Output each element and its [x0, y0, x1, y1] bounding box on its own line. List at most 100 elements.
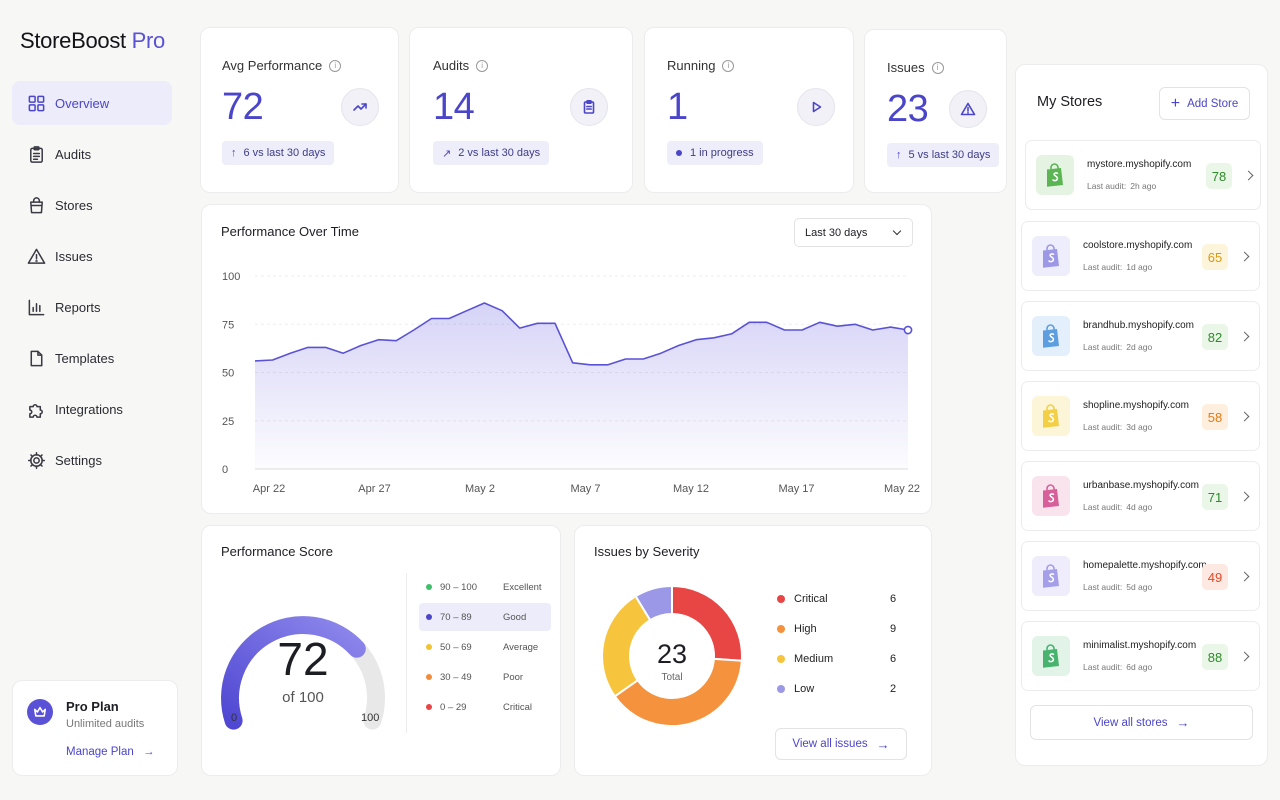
store-item[interactable]: homepalette.myshopify.com Last audit: 5d …	[1021, 541, 1260, 611]
last-audit-time: 2h ago	[1130, 181, 1157, 191]
legend-dot	[777, 685, 785, 693]
store-domain: brandhub.myshopify.com	[1083, 320, 1194, 331]
bar-chart-icon	[26, 297, 46, 317]
y-tick-label: 25	[222, 416, 234, 428]
sidebar-item-audits[interactable]: Audits	[12, 132, 172, 176]
legend-label: Excellent	[503, 581, 542, 593]
sidebar-item-label: Reports	[55, 299, 101, 315]
legend-dot	[426, 704, 432, 710]
app-logo[interactable]: StoreBoost Pro	[20, 28, 165, 54]
store-domain: shopline.myshopify.com	[1083, 400, 1189, 411]
last-audit-time: 6d ago	[1126, 662, 1153, 672]
view-all-stores-label: View all stores	[1093, 716, 1168, 729]
sidebar-item-reports[interactable]: Reports	[12, 285, 172, 329]
kpi-value: 23	[887, 88, 929, 130]
legend-range: 50 – 69	[440, 641, 472, 653]
store-item[interactable]: minimalist.myshopify.com Last audit: 6d a…	[1021, 621, 1260, 691]
severity-legend-item: Low 2	[777, 674, 907, 704]
sidebar-item-overview[interactable]: Overview	[12, 81, 172, 125]
sidebar-item-stores[interactable]: Stores	[12, 183, 172, 227]
add-store-button[interactable]: + Add Store	[1159, 87, 1250, 120]
sidebar-item-label: Settings	[55, 452, 102, 468]
chevron-right-icon	[1239, 491, 1250, 502]
kpi-value: 14	[433, 86, 475, 128]
section-title: Issues by Severity	[594, 544, 700, 559]
kpi-title: Running i	[667, 58, 735, 73]
store-item[interactable]: coolstore.myshopify.com Last audit: 1d ag…	[1021, 221, 1260, 291]
panel-title: My Stores	[1037, 94, 1103, 110]
x-tick-label: May 17	[778, 483, 814, 495]
legend-dot	[426, 614, 432, 620]
kpi-title: Issues i	[887, 60, 944, 75]
view-all-issues-button[interactable]: View all issues →	[775, 728, 907, 760]
manage-plan-label: Manage Plan	[66, 746, 134, 758]
sidebar-nav: Overview Audits Stores Issues Reports Te…	[12, 81, 172, 489]
shopify-bag-icon	[1032, 476, 1070, 516]
donut-slice-high[interactable]	[613, 657, 743, 727]
manage-plan-link[interactable]: Manage Plan →	[66, 746, 154, 758]
legend-count: 2	[890, 683, 897, 695]
legend-dot	[777, 655, 785, 663]
legend-dot	[426, 644, 432, 650]
store-item[interactable]: mystore.myshopify.com Last audit: 2h ago …	[1025, 140, 1261, 210]
legend-label: Average	[503, 641, 539, 653]
legend-label: Medium	[794, 653, 834, 665]
sidebar-item-integrations[interactable]: Integrations	[12, 387, 172, 431]
issues-severity-card: Issues by Severity 23 Total Critical 6 Hig…	[574, 525, 932, 776]
info-icon[interactable]: i	[722, 59, 735, 72]
date-range-value: Last 30 days	[805, 226, 868, 239]
series-line	[254, 302, 909, 366]
date-range-select[interactable]: Last 30 days	[794, 218, 913, 247]
status-dot	[676, 150, 682, 156]
last-point-marker[interactable]	[903, 325, 913, 335]
kpi-title: Avg Performance i	[222, 58, 342, 73]
store-item[interactable]: brandhub.myshopify.com Last audit: 2d ago…	[1021, 301, 1260, 371]
puzzle-icon	[26, 399, 46, 419]
x-tick-label: Apr 22	[253, 483, 285, 495]
sidebar-item-issues[interactable]: Issues	[12, 234, 172, 278]
store-score-badge: 78	[1206, 163, 1232, 189]
score-legend-item: 0 – 29 Critical	[419, 693, 551, 721]
sidebar-item-label: Issues	[55, 248, 93, 264]
score-legend-item: 50 – 69 Average	[419, 633, 551, 661]
legend-range: 70 – 89	[440, 611, 472, 623]
performance-area-chart: 100 75 50 25 0 Apr 22 Apr 27 May 2 May 7 May 12 Ma…	[222, 271, 920, 495]
sidebar-item-label: Audits	[55, 146, 92, 162]
chevron-right-icon	[1243, 170, 1254, 181]
chevron-right-icon	[1239, 251, 1250, 262]
store-item[interactable]: urbanbase.myshopify.com Last audit: 4d ag…	[1021, 461, 1260, 531]
view-all-stores-button[interactable]: View all stores →	[1030, 705, 1253, 740]
chevron-right-icon	[1239, 411, 1250, 422]
sidebar-item-label: Integrations	[55, 401, 123, 417]
last-audit-prefix: Last audit:	[1083, 502, 1123, 512]
store-domain: urbanbase.myshopify.com	[1083, 480, 1199, 491]
warning-triangle-icon	[26, 246, 46, 266]
add-store-label: Add Store	[1187, 97, 1239, 110]
donut-slice-low[interactable]	[634, 584, 673, 622]
store-domain: mystore.myshopify.com	[1087, 159, 1192, 170]
info-icon[interactable]: i	[329, 59, 342, 72]
kpi-badge: ↑ 6 vs last 30 days	[222, 141, 335, 165]
clipboard-icon	[570, 88, 608, 126]
sidebar-item-templates[interactable]: Templates	[12, 336, 172, 380]
store-score-badge: 71	[1202, 484, 1228, 510]
legend-range: 30 – 49	[440, 671, 472, 683]
clipboard-icon	[26, 144, 46, 164]
store-item[interactable]: shopline.myshopify.com Last audit: 3d ago…	[1021, 381, 1260, 451]
play-icon	[797, 88, 835, 126]
kpi-title: Audits i	[433, 58, 489, 73]
score-legend-item: 30 – 49 Poor	[419, 663, 551, 691]
section-title: Performance Over Time	[221, 224, 359, 239]
info-icon[interactable]: i	[476, 59, 489, 72]
kpi-badge-text: 1 in progress	[690, 147, 754, 159]
info-icon[interactable]: i	[931, 61, 944, 74]
x-tick-label: May 2	[465, 483, 495, 495]
store-last-audit: Last audit: 6d ago	[1083, 662, 1152, 672]
kpi-badge: ↗ 2 vs last 30 days	[433, 141, 550, 165]
y-tick-label: 0	[222, 464, 228, 476]
legend-label: Critical	[794, 593, 828, 605]
store-domain: coolstore.myshopify.com	[1083, 240, 1193, 251]
sidebar-item-settings[interactable]: Settings	[12, 438, 172, 482]
arrow-up-right-icon: ↗	[442, 147, 452, 160]
plus-icon: +	[1170, 94, 1181, 112]
